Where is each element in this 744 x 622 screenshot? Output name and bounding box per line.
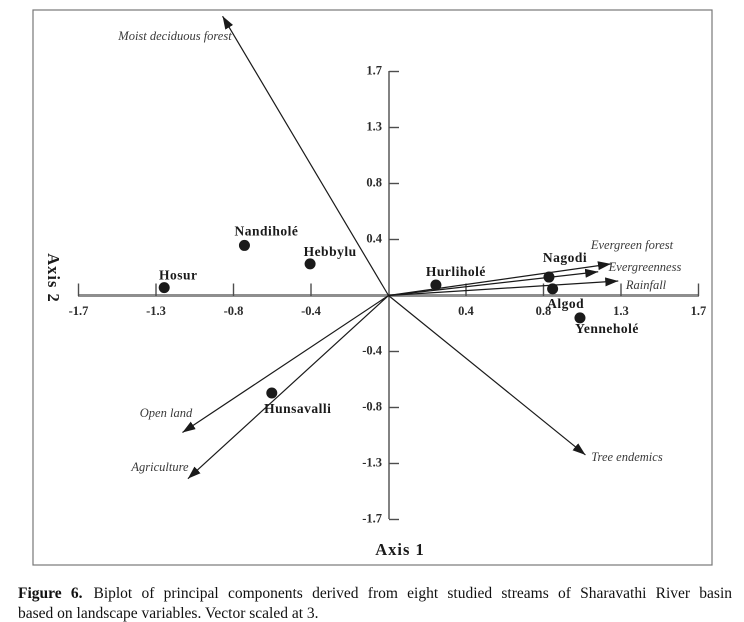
y-tick-label-0-8: 0.8 (366, 175, 382, 189)
site-point-hurlihol (430, 279, 442, 291)
vector-label-tree-endemics: Tree endemics (591, 450, 663, 464)
site-label-hurlihol: Hurliholé (426, 264, 486, 279)
x-tick-label-0-4: 0.4 (458, 304, 474, 318)
figure-caption-line1: Figure 6. Biplot of principal components … (18, 584, 732, 604)
x-tick-label-1-7: -1.7 (69, 304, 89, 318)
site-label-hunsavalli: Hunsavalli (264, 401, 331, 416)
vector-label-agriculture: Agriculture (130, 460, 189, 474)
y-axis-title: Axis 2 (44, 253, 63, 303)
vector-label-moist-deciduous-forest: Moist deciduous forest (117, 29, 232, 43)
x-tick-label-1-7: 1.7 (691, 304, 707, 318)
vector-arrow-evergreenness (388, 268, 599, 297)
x-tick-label-1-3: 1.3 (613, 304, 629, 318)
x-axis-title: Axis 1 (375, 540, 425, 559)
vector-arrow-moist-deciduous-forest (222, 15, 390, 296)
x-tick-label-1-3: -1.3 (146, 304, 166, 318)
biplot-canvas: -1.7 -1.3 -0.8 -0.4 0.4 0.8 1.3 1.7 1.7 1.3 0.8 0.4… (32, 9, 713, 566)
site-point-hosur (158, 282, 170, 294)
y-tick-label-1-3: -1.3 (362, 455, 382, 469)
site-point-yennehol (574, 312, 586, 324)
vector-arrow-rainfall (388, 277, 619, 297)
vector-label-evergreen-forest: Evergreen forest (590, 238, 674, 252)
figure-caption-line2: based on landscape variables. Vector sca… (18, 605, 319, 622)
y-tick-label-0-4: 0.4 (366, 231, 382, 245)
site-label-nandihol: Nandiholé (235, 224, 299, 239)
x-tick-label-0-4: -0.4 (301, 304, 322, 318)
site-label-hosur: Hosur (159, 268, 198, 283)
site-point-hebbylu (304, 258, 316, 270)
figure-caption-text: Biplot of principal components derived f… (93, 585, 733, 602)
vector-label-open-land: Open land (140, 406, 193, 420)
vector-arrow-agriculture (187, 295, 389, 480)
y-tick-label-1-7: -1.7 (362, 511, 382, 525)
vector-label-rainfall: Rainfall (625, 278, 667, 292)
site-point-nagodi (543, 271, 555, 283)
site-label-hebbylu: Hebbylu (304, 244, 357, 259)
figure-caption-label: Figure 6. (18, 585, 83, 602)
vector-arrow-evergreen-forest (388, 261, 612, 297)
plot-frame (32, 9, 713, 566)
site-point-hunsavalli (266, 387, 278, 399)
x-tick-label-0-8: -0.8 (224, 304, 244, 318)
site-label-algod: Algod (547, 296, 584, 311)
site-label-nagodi: Nagodi (543, 250, 587, 265)
site-label-yennehol: Yenneholé (575, 321, 639, 336)
x-tick-label-0-8: 0.8 (536, 304, 552, 318)
vector-arrow-tree-endemics (388, 295, 586, 456)
y-tick-label-1-3: 1.3 (366, 119, 382, 133)
site-point-nandihol (238, 239, 250, 251)
site-point-algod (547, 283, 559, 295)
vector-label-evergreenness: Evergreenness (608, 260, 682, 274)
y-tick-label-1-7: 1.7 (366, 63, 382, 77)
vector-arrow-open-land (182, 295, 389, 434)
y-tick-label-0-4: -0.4 (362, 343, 383, 357)
y-tick-label-0-8: -0.8 (362, 399, 382, 413)
figure-caption: Figure 6. Biplot of principal components … (18, 584, 732, 622)
